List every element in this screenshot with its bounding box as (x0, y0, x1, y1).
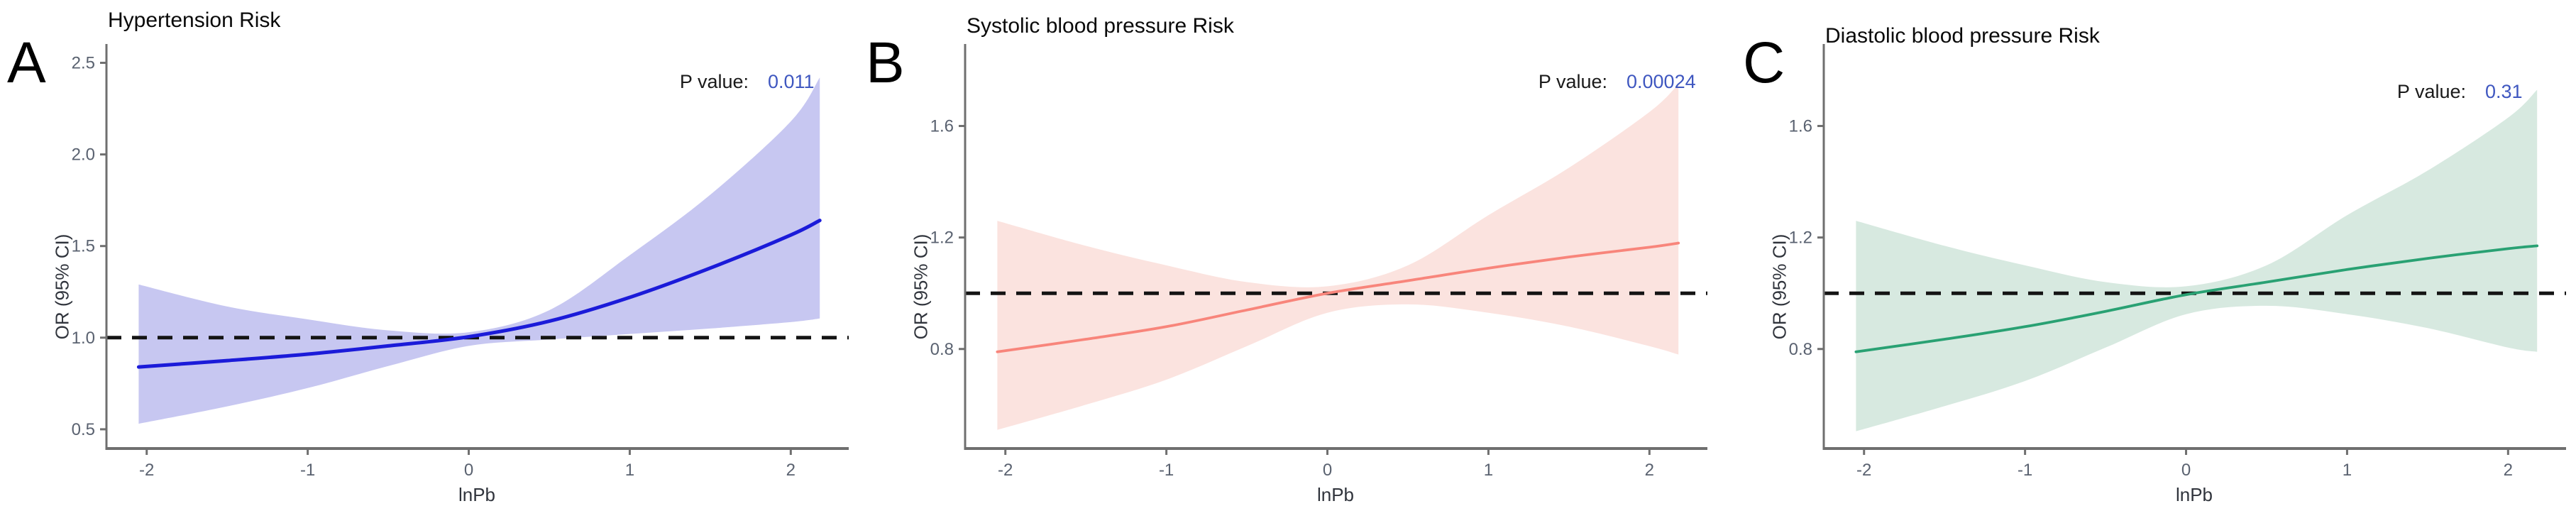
panel-letter-a: A (7, 31, 46, 95)
p-value-number: 0.011 (768, 71, 815, 92)
or-curve (996, 241, 1680, 353)
x-tick-label: -2 (998, 461, 1013, 480)
p-value-number: 0.00024 (1626, 71, 1696, 92)
x-tick-label: -1 (1159, 461, 1174, 480)
hypertension-chart: 0.5 1.0 1.5 2.0 2.5 -2 -1 0 1 2 (72, 44, 849, 480)
y-tick-label: 1.0 (72, 329, 95, 348)
y-tick-label: 0.5 (72, 420, 95, 439)
panel-systolic: 0.8 1.2 1.6 -2 -1 0 1 2 B Systolic blood pressu… (859, 0, 1717, 506)
panel-title: Diastolic blood pressure Risk (1825, 24, 2100, 48)
y-tick-label: 2.5 (72, 54, 95, 73)
or-curve (136, 219, 822, 369)
y-tick-label: 1.2 (1789, 229, 1812, 248)
systolic-chart: 0.8 1.2 1.6 -2 -1 0 1 2 (930, 44, 1707, 480)
x-tick-label: 1 (2343, 461, 2352, 480)
ci-band (1856, 89, 2538, 431)
ci-band (138, 77, 820, 424)
x-tick-label: 2 (786, 461, 796, 480)
x-tick-label: -2 (139, 461, 154, 480)
x-tick-label: 2 (1645, 461, 1654, 480)
p-value-label: P value: (679, 71, 749, 92)
x-tick-label: 0 (2181, 461, 2191, 480)
x-tick-label: -1 (300, 461, 315, 480)
panel-title: Hypertension Risk (108, 9, 281, 32)
panel-title: Systolic blood pressure Risk (967, 14, 1234, 38)
x-axis-label: lnPb (1316, 484, 1355, 505)
x-tick-label: 1 (1484, 461, 1493, 480)
y-axis-label: OR (95% CI) (51, 233, 73, 340)
x-axis-label: lnPb (2175, 484, 2213, 505)
panel-hypertension: 0.5 1.0 1.5 2.0 2.5 -2 -1 0 1 2 A Hypertension Ri… (0, 0, 859, 506)
x-tick-label: 2 (2504, 461, 2513, 480)
y-tick-label: 0.8 (930, 340, 954, 359)
x-axis-label: lnPb (458, 484, 496, 505)
y-tick-label: 0.8 (1789, 340, 1812, 359)
y-axis-label: OR (95% CI) (910, 233, 932, 340)
panel-letter-b: B (866, 31, 905, 95)
x-tick-label: 0 (464, 461, 473, 480)
panel-diastolic: 0.8 1.2 1.6 -2 -1 0 1 2 C Diastolic blood press… (1717, 0, 2576, 506)
panel-letter-c: C (1743, 31, 1785, 95)
p-value-label: P value: (2396, 81, 2466, 102)
p-value-label: P value: (1538, 71, 1607, 92)
or-curve (1854, 244, 2539, 353)
x-tick-label: 1 (625, 461, 634, 480)
y-axis-label: OR (95% CI) (1768, 233, 1790, 340)
x-tick-label: 0 (1323, 461, 1332, 480)
p-value-row: P value: 0.00024 (859, 71, 1717, 99)
p-value-row: P value: 0.011 (0, 71, 859, 99)
y-tick-label: 2.0 (72, 145, 95, 165)
y-tick-label: 1.6 (1789, 117, 1812, 136)
ci-band (997, 84, 1679, 430)
y-tick-label: 1.6 (930, 117, 954, 136)
x-tick-label: -2 (1856, 461, 1871, 480)
x-tick-label: -1 (2018, 461, 2032, 480)
y-tick-label: 1.2 (930, 229, 954, 248)
p-value-row: P value: 0.31 (1717, 81, 2576, 109)
y-tick-label: 1.5 (72, 237, 95, 256)
p-value-number: 0.31 (2485, 81, 2523, 102)
diastolic-chart: 0.8 1.2 1.6 -2 -1 0 1 2 (1789, 44, 2566, 480)
